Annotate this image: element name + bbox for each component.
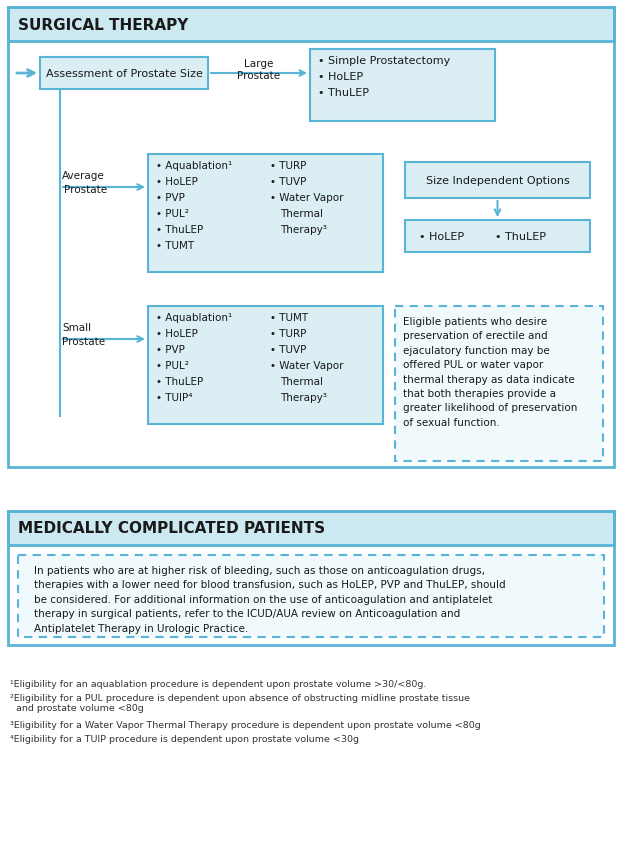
- Text: • Aquablation¹: • Aquablation¹: [156, 313, 232, 323]
- Text: Thermal: Thermal: [280, 208, 323, 219]
- Text: • ThuLEP: • ThuLEP: [156, 376, 203, 387]
- Text: SURGICAL THERAPY: SURGICAL THERAPY: [18, 17, 188, 33]
- Text: ⁴Eligibility for a TUIP procedure is dependent upon prostate volume <30g: ⁴Eligibility for a TUIP procedure is dep…: [10, 734, 359, 743]
- Text: Prostate: Prostate: [64, 185, 107, 195]
- Text: • Simple Prostatectomy: • Simple Prostatectomy: [318, 56, 450, 66]
- Text: • TUIP⁴: • TUIP⁴: [156, 393, 192, 403]
- Text: Therapy³: Therapy³: [280, 225, 327, 235]
- FancyBboxPatch shape: [8, 511, 614, 545]
- Text: MEDICALLY COMPLICATED PATIENTS: MEDICALLY COMPLICATED PATIENTS: [18, 521, 325, 536]
- Text: • HoLEP: • HoLEP: [419, 232, 464, 242]
- Text: Assessment of Prostate Size: Assessment of Prostate Size: [45, 69, 202, 79]
- Text: Small: Small: [62, 323, 91, 332]
- Text: Thermal: Thermal: [280, 376, 323, 387]
- FancyBboxPatch shape: [148, 307, 383, 424]
- Text: • TUMT: • TUMT: [156, 241, 194, 251]
- Text: Prostate: Prostate: [238, 71, 281, 81]
- FancyBboxPatch shape: [310, 50, 495, 122]
- FancyBboxPatch shape: [395, 307, 603, 461]
- Text: • ThuLEP: • ThuLEP: [495, 232, 546, 242]
- Text: ¹Eligibility for an aquablation procedure is dependent upon prostate volume >30/: ¹Eligibility for an aquablation procedur…: [10, 679, 426, 688]
- Text: Average: Average: [62, 170, 104, 181]
- Text: • HoLEP: • HoLEP: [318, 72, 363, 82]
- FancyBboxPatch shape: [148, 155, 383, 273]
- Text: Size Independent Options: Size Independent Options: [425, 176, 569, 186]
- Text: • PVP: • PVP: [156, 344, 185, 355]
- Text: • Water Vapor: • Water Vapor: [270, 193, 343, 202]
- Text: Prostate: Prostate: [62, 337, 105, 347]
- Text: • PUL²: • PUL²: [156, 361, 189, 370]
- FancyBboxPatch shape: [405, 163, 590, 199]
- Text: • ThuLEP: • ThuLEP: [156, 225, 203, 235]
- Text: • TURP: • TURP: [270, 329, 307, 338]
- Text: • Aquablation¹: • Aquablation¹: [156, 161, 232, 170]
- FancyBboxPatch shape: [405, 220, 590, 253]
- Text: Eligible patients who desire
preservation of erectile and
ejaculatory function m: Eligible patients who desire preservatio…: [403, 317, 577, 427]
- Text: Therapy³: Therapy³: [280, 393, 327, 403]
- FancyBboxPatch shape: [40, 58, 208, 90]
- Text: • PVP: • PVP: [156, 193, 185, 202]
- FancyBboxPatch shape: [18, 555, 604, 637]
- Text: • HoLEP: • HoLEP: [156, 329, 198, 338]
- Text: • TUVP: • TUVP: [270, 344, 307, 355]
- Text: ³Eligibility for a Water Vapor Thermal Therapy procedure is dependent upon prost: ³Eligibility for a Water Vapor Thermal T…: [10, 720, 481, 729]
- Text: • HoLEP: • HoLEP: [156, 177, 198, 187]
- Text: • ThuLEP: • ThuLEP: [318, 88, 369, 98]
- Text: In patients who are at higher risk of bleeding, such as those on anticoagulation: In patients who are at higher risk of bl…: [34, 566, 506, 633]
- Text: • TURP: • TURP: [270, 161, 307, 170]
- Text: Large: Large: [244, 59, 274, 69]
- Text: • TUMT: • TUMT: [270, 313, 308, 323]
- Text: • PUL²: • PUL²: [156, 208, 189, 219]
- Text: • TUVP: • TUVP: [270, 177, 307, 187]
- Text: • Water Vapor: • Water Vapor: [270, 361, 343, 370]
- Text: ²Eligibility for a PUL procedure is dependent upon absence of obstructing midlin: ²Eligibility for a PUL procedure is depe…: [10, 693, 470, 713]
- FancyBboxPatch shape: [8, 8, 614, 42]
